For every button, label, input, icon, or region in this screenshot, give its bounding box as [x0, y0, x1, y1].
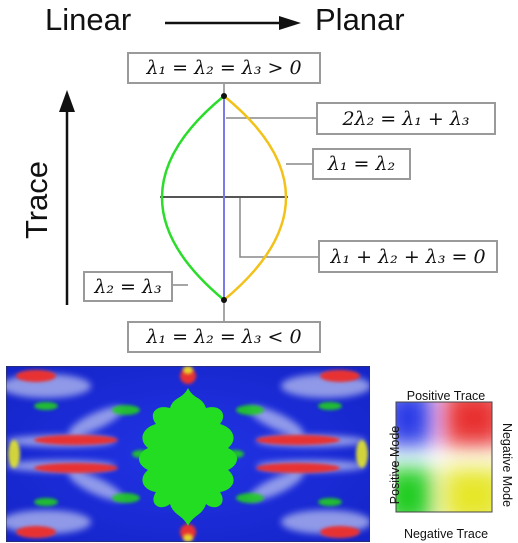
box-all-equal-positive: λ₁ = λ₂ = λ₃ > 0	[127, 52, 321, 84]
box-all-equal-negative: λ₁ = λ₂ = λ₃ < 0	[127, 321, 321, 353]
right3-connector	[239, 198, 318, 258]
mode-trace-field-image	[6, 366, 370, 542]
box-trace-zero: λ₁ + λ₂ + λ₃ = 0	[318, 240, 498, 273]
legend-negative-trace: Negative Trace	[403, 527, 489, 541]
legend-quadrant-blue	[396, 402, 432, 446]
planar-curve	[223, 95, 288, 301]
linear-to-planar-arrow	[165, 16, 301, 30]
legend-positive-trace: Positive Trace	[406, 389, 486, 403]
planar-label: Planar	[315, 2, 405, 37]
central-green-region	[139, 388, 237, 526]
linear-curve	[160, 95, 225, 301]
box-l2-eq-l3: λ₂ = λ₃	[83, 271, 173, 302]
legend-quadrant-red	[444, 402, 492, 446]
legend-positive-mode: Positive Mode	[388, 425, 402, 505]
top-vertex-dot	[221, 93, 227, 99]
legend-quadrant-green	[396, 468, 432, 512]
legend-negative-mode: Negative Mode	[500, 422, 514, 508]
box-2l2-eq-l1-plus-l3: 2λ₂ = λ₁ + λ₃	[316, 102, 496, 135]
bottom-vertex-dot	[221, 297, 227, 303]
box-l1-eq-l2: λ₁ = λ₂	[312, 148, 411, 180]
legend-quadrant-yellow	[444, 468, 492, 512]
color-legend	[395, 401, 493, 513]
linear-label: Linear	[45, 2, 132, 37]
eigenvalue-lens-diagram	[160, 82, 318, 322]
trace-arrow	[59, 90, 75, 305]
